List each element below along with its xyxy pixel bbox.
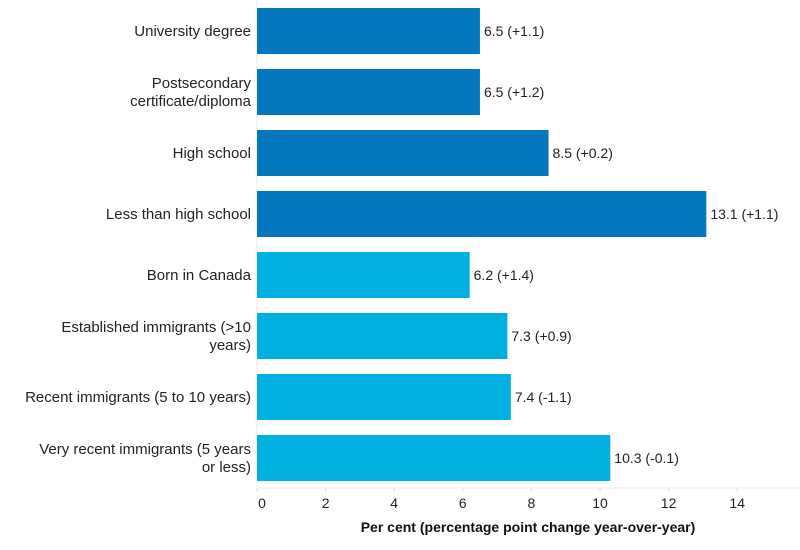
x-tick-label: 2 xyxy=(322,495,330,511)
x-tick-label: 8 xyxy=(528,495,536,511)
bar xyxy=(257,435,611,481)
x-axis-title: Per cent (percentage point change year-o… xyxy=(361,519,696,535)
bar xyxy=(257,130,549,176)
data-label: 6.5 (+1.2) xyxy=(484,84,544,100)
bar xyxy=(257,252,470,298)
x-tick-label: 0 xyxy=(258,495,266,511)
x-tick-label: 14 xyxy=(729,495,745,511)
category-label: Postsecondary xyxy=(152,75,252,92)
category-label: certificate/diploma xyxy=(130,93,252,110)
data-label: 7.4 (-1.1) xyxy=(515,389,572,405)
data-label: 6.5 (+1.1) xyxy=(484,23,544,39)
bar xyxy=(257,191,707,237)
category-label: Very recent immigrants (5 years xyxy=(39,441,251,458)
data-label: 8.5 (+0.2) xyxy=(553,145,613,161)
bar xyxy=(257,374,511,420)
bar xyxy=(257,8,480,54)
category-label: Recent immigrants (5 to 10 years) xyxy=(25,389,251,406)
x-tick-label: 6 xyxy=(459,495,467,511)
category-label: Established immigrants (>10 xyxy=(61,319,251,336)
data-label: 7.3 (+0.9) xyxy=(511,328,571,344)
category-label: Less than high school xyxy=(106,206,251,223)
bar xyxy=(257,69,480,115)
data-label: 6.2 (+1.4) xyxy=(474,267,534,283)
x-tick-label: 10 xyxy=(592,495,608,511)
x-tick-label: 12 xyxy=(661,495,677,511)
category-label: years) xyxy=(209,337,251,354)
category-label: University degree xyxy=(134,23,251,40)
x-tick-label: 4 xyxy=(390,495,398,511)
category-label: High school xyxy=(173,145,251,162)
bar xyxy=(257,313,508,359)
data-label: 10.3 (-0.1) xyxy=(614,450,679,466)
category-label: or less) xyxy=(202,459,251,476)
data-label: 13.1 (+1.1) xyxy=(710,206,778,222)
category-label: Born in Canada xyxy=(147,267,252,284)
